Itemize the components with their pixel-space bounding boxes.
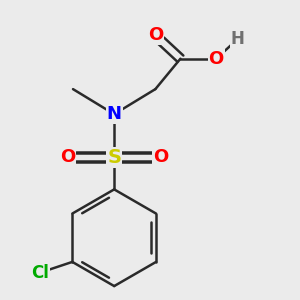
Text: O: O bbox=[60, 148, 75, 166]
Text: N: N bbox=[107, 105, 122, 123]
Text: Cl: Cl bbox=[31, 264, 49, 282]
Text: O: O bbox=[153, 148, 168, 166]
Text: S: S bbox=[107, 148, 121, 167]
Text: O: O bbox=[208, 50, 224, 68]
Text: H: H bbox=[231, 30, 245, 48]
Text: O: O bbox=[148, 26, 163, 44]
